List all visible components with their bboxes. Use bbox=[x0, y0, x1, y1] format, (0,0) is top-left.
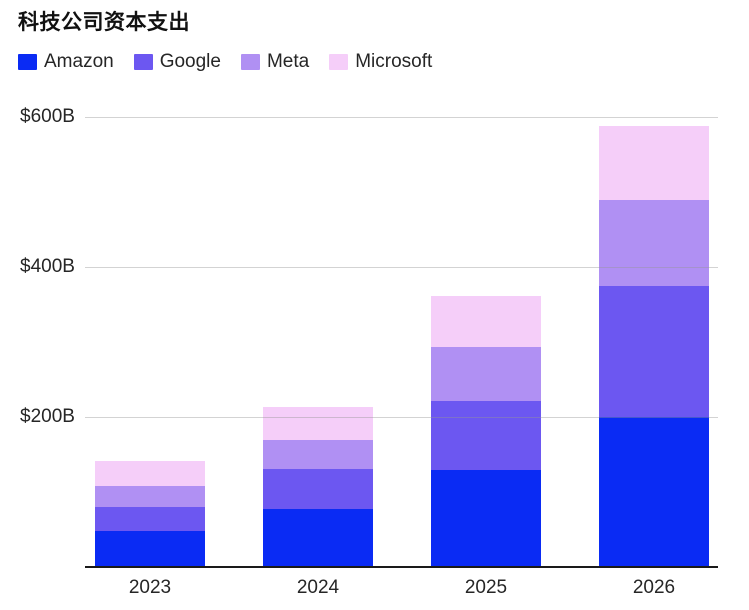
bar-segment-2025-microsoft bbox=[431, 296, 541, 348]
bar-segment-2023-meta bbox=[95, 486, 205, 507]
gridline-400 bbox=[85, 267, 718, 268]
bar-segment-2026-google bbox=[599, 285, 709, 417]
bar-segment-2024-microsoft bbox=[263, 406, 373, 440]
legend-label: Meta bbox=[266, 51, 310, 72]
y-axis-label-400: $400B bbox=[20, 256, 75, 277]
bar-segment-2026-meta bbox=[599, 199, 709, 286]
y-axis-label-200: $200B bbox=[20, 406, 75, 427]
x-axis-line bbox=[85, 566, 718, 568]
legend-item-amazon: Amazon bbox=[18, 51, 114, 73]
x-axis-label-2025: 2025 bbox=[464, 577, 508, 598]
bar-segment-2023-google bbox=[95, 507, 205, 531]
legend: Amazon Google Meta Microsoft bbox=[18, 51, 432, 73]
x-axis-label-2024: 2024 bbox=[296, 577, 340, 598]
x-axis-label-2026: 2026 bbox=[632, 577, 676, 598]
plot-area bbox=[85, 117, 718, 568]
gridline-600 bbox=[85, 117, 718, 118]
legend-item-google: Google bbox=[133, 51, 221, 73]
bar-segment-2023-amazon bbox=[95, 531, 205, 567]
legend-swatch-google bbox=[133, 54, 153, 70]
chart-title: 科技公司资本支出 bbox=[18, 11, 190, 34]
bar-2026 bbox=[599, 126, 709, 567]
x-axis-label-2023: 2023 bbox=[128, 577, 172, 598]
bar-2023 bbox=[95, 461, 205, 567]
bar-segment-2025-amazon bbox=[431, 469, 541, 567]
bar-segment-2024-google bbox=[263, 468, 373, 509]
bar-segment-2025-meta bbox=[431, 347, 541, 402]
bar-segment-2023-microsoft bbox=[95, 461, 205, 486]
bar-2024 bbox=[263, 406, 373, 567]
bar-2025 bbox=[431, 296, 541, 567]
legend-item-meta: Meta bbox=[240, 51, 310, 73]
bar-segment-2026-microsoft bbox=[599, 126, 709, 200]
legend-swatch-microsoft bbox=[329, 54, 349, 70]
bar-segment-2026-amazon bbox=[599, 417, 709, 567]
y-axis-label-600: $600B bbox=[20, 106, 75, 127]
legend-swatch-amazon bbox=[18, 54, 37, 70]
bar-segment-2025-google bbox=[431, 401, 541, 470]
bar-segment-2024-meta bbox=[263, 439, 373, 469]
bar-segment-2024-amazon bbox=[263, 508, 373, 567]
gridline-200 bbox=[85, 417, 718, 418]
legend-label: Google bbox=[159, 51, 221, 72]
legend-swatch-meta bbox=[240, 54, 260, 70]
legend-label: Microsoft bbox=[355, 51, 433, 72]
legend-label: Amazon bbox=[44, 51, 114, 72]
legend-item-microsoft: Microsoft bbox=[329, 51, 432, 73]
